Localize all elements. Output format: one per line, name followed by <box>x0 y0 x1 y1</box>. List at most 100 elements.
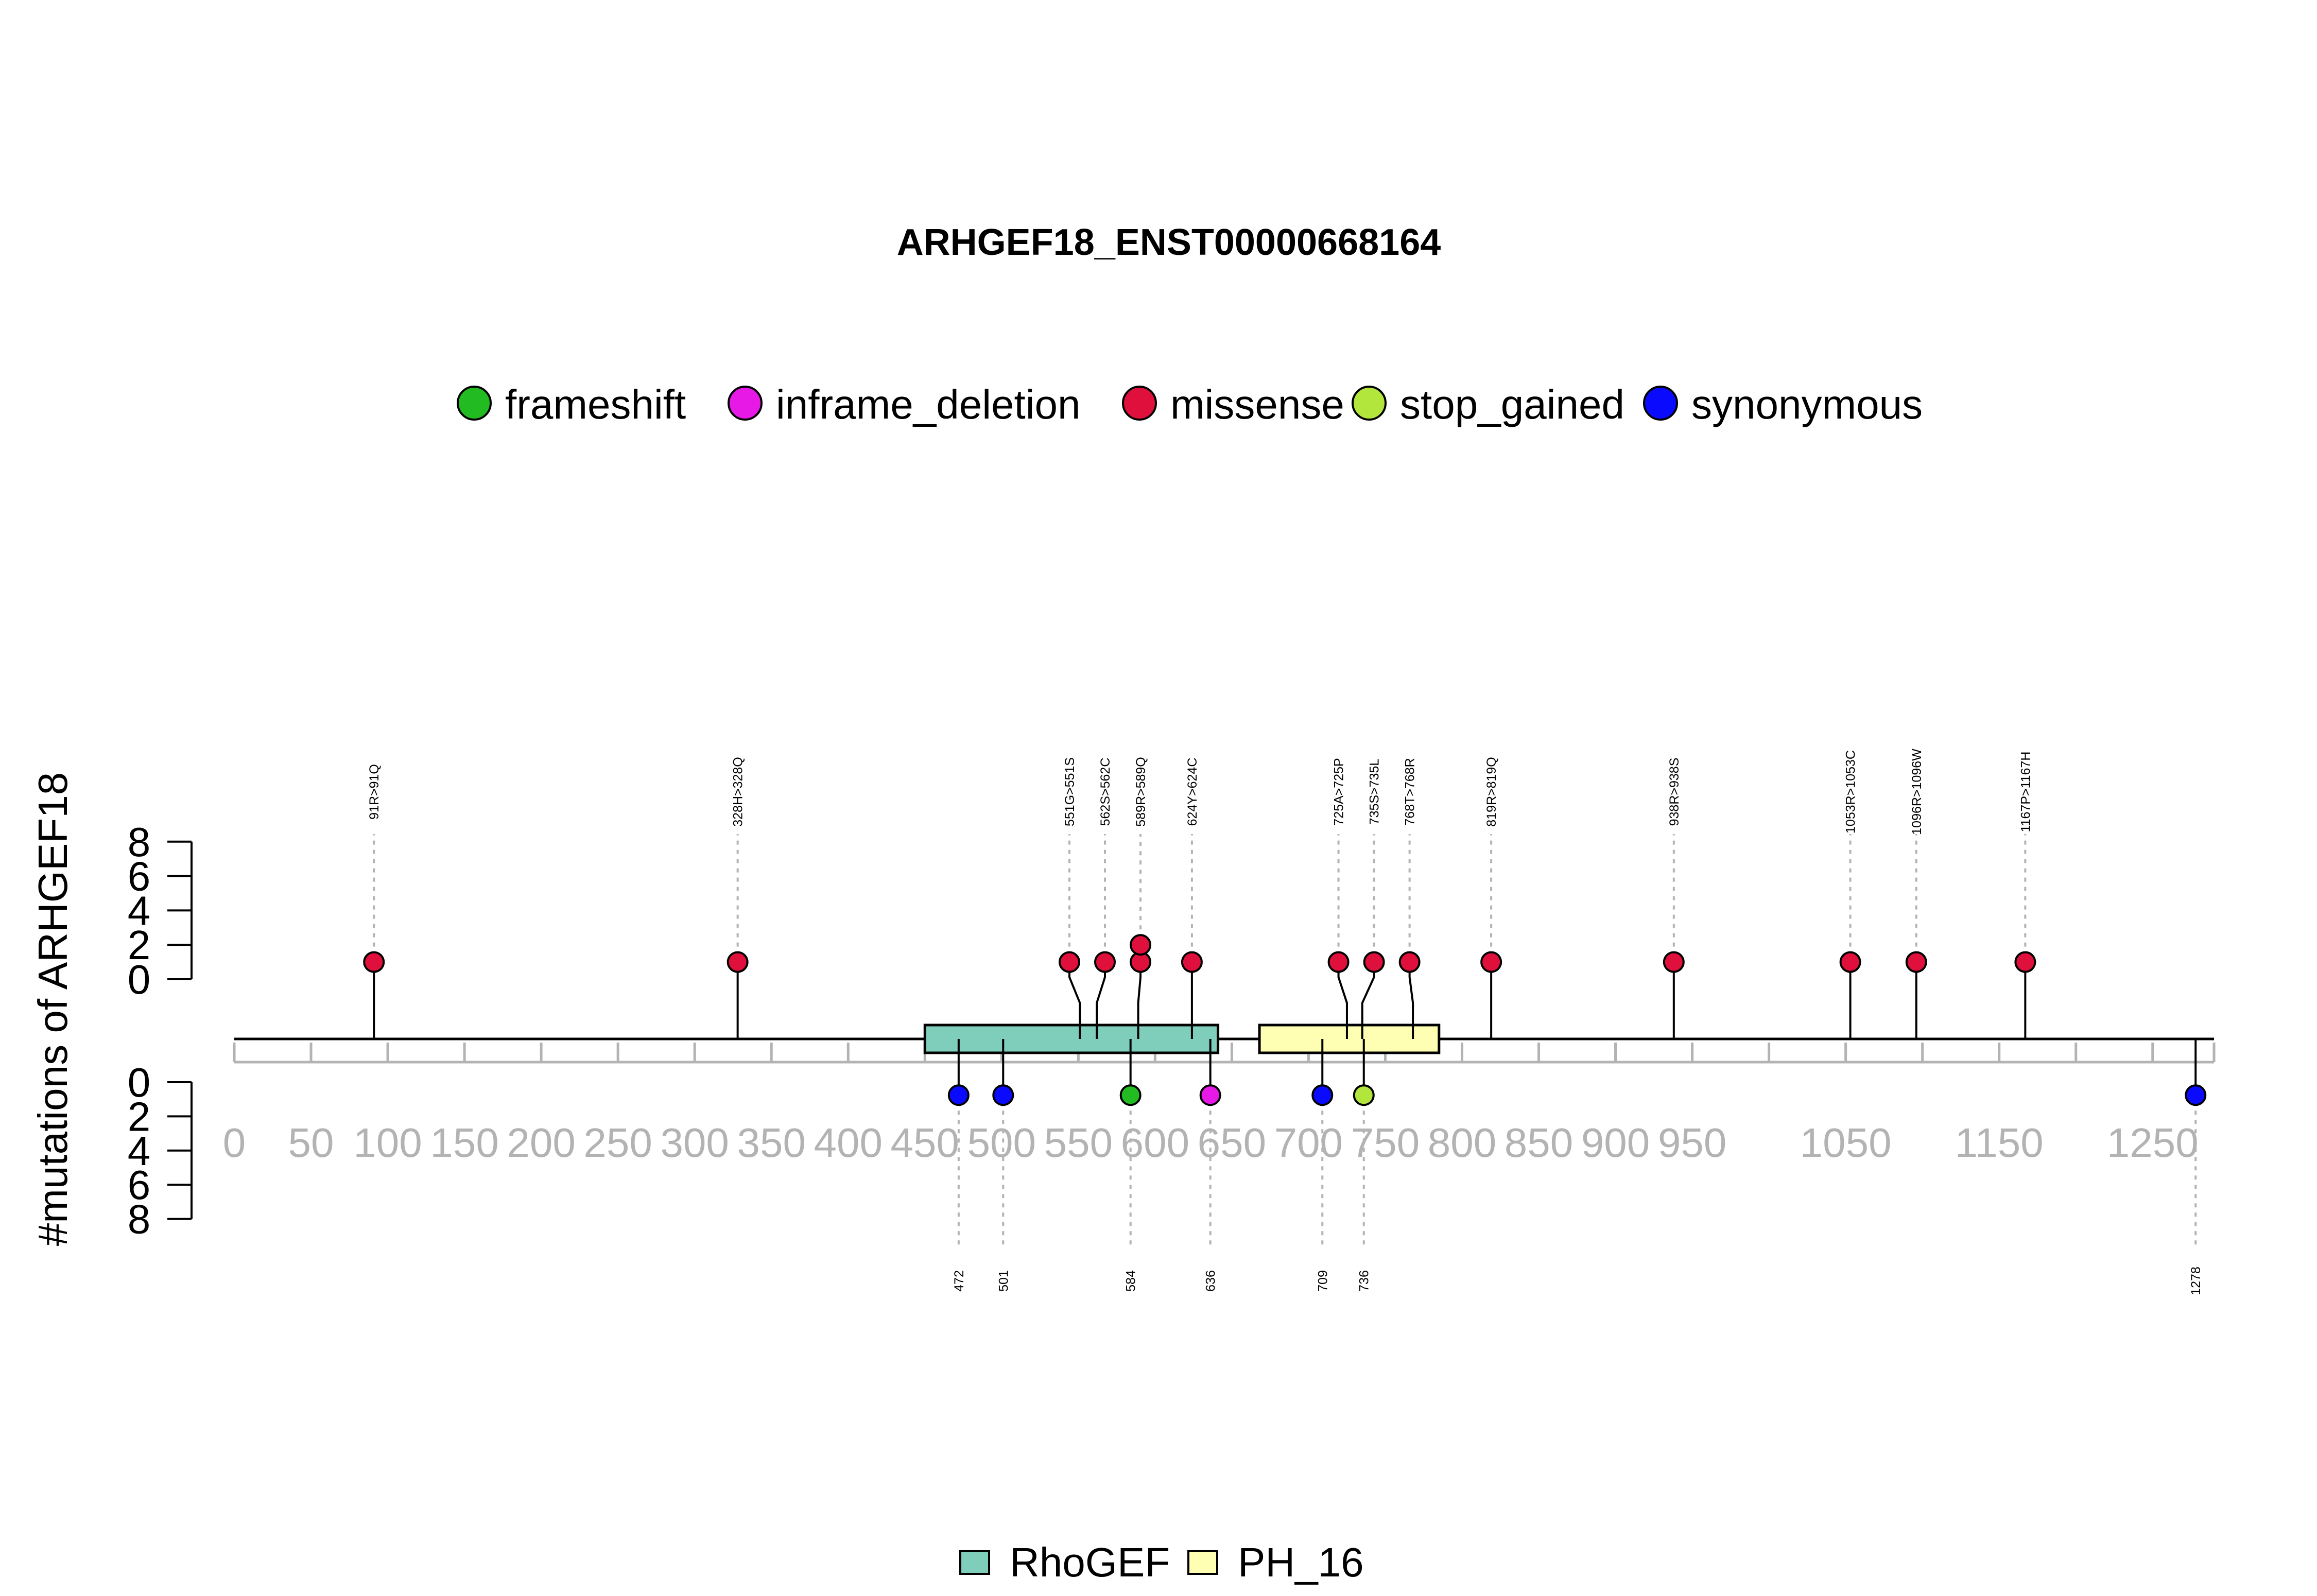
mutation-head-bottom-1278 <box>2185 1084 2207 1106</box>
legend-label-missense: missense <box>1170 381 1344 427</box>
mutation-head-562 <box>1094 951 1116 973</box>
x-tick-label: 1150 <box>1955 1120 2044 1166</box>
x-tick-label: 200 <box>507 1120 575 1166</box>
y-axis-bottom-tick-label: 8 <box>128 1196 151 1242</box>
mutation-head-819 <box>1480 951 1502 973</box>
legend-label-inframe_deletion: inframe_deletion <box>776 381 1080 427</box>
mutation-label-938: 938R>938S <box>1667 758 1682 826</box>
mutation-head-bottom-584 <box>1119 1084 1142 1106</box>
chart-title: ARHGEF18_ENST00000668164 <box>897 222 1441 263</box>
x-tick-label: 600 <box>1121 1120 1189 1166</box>
x-tick-label: 1050 <box>1800 1120 1892 1166</box>
mutation-head-1167 <box>2014 951 2036 973</box>
x-tick-label: 400 <box>814 1120 883 1166</box>
legend-marker-frameshift <box>457 386 492 421</box>
mutation-head-938 <box>1663 951 1685 973</box>
mutation-label-bottom-472: 472 <box>952 1270 966 1292</box>
mutation-label-bottom-709: 709 <box>1316 1270 1330 1292</box>
mutation-head-589 <box>1130 934 1152 956</box>
legend-marker-synonymous <box>1643 386 1678 421</box>
mutation-head-1053 <box>1839 951 1861 973</box>
y-axis-bottom-tick-label: 4 <box>128 1128 151 1174</box>
legend-marker-stop_gained <box>1352 386 1387 421</box>
x-tick-label: 550 <box>1044 1120 1113 1166</box>
legend-label-synonymous: synonymous <box>1691 381 1923 427</box>
mutation-label-bottom-636: 636 <box>1204 1270 1218 1292</box>
y-axis-label: #mutations of ARHGEF18 <box>30 772 76 1246</box>
mutation-label-735: 735S>735L <box>1368 759 1382 825</box>
x-tick-label: 1250 <box>2107 1120 2199 1166</box>
mutation-head-91 <box>363 951 385 973</box>
mutation-label-bottom-736: 736 <box>1357 1270 1372 1292</box>
y-axis-top-tick-label: 0 <box>128 957 151 1002</box>
x-tick-label: 350 <box>737 1120 805 1166</box>
mutation-label-1167: 1167P>1167H <box>2018 752 2033 832</box>
lollipop-heads <box>363 934 2207 1106</box>
legend-marker-inframe_deletion <box>728 386 763 421</box>
mutation-head-768 <box>1398 951 1421 973</box>
y-axis-bottom-tick-label: 0 <box>128 1060 151 1105</box>
mutation-head-bottom-501 <box>992 1084 1014 1106</box>
mutation-label-819: 819R>819Q <box>1484 757 1499 827</box>
domain-legend-label-PH_16: PH_16 <box>1238 1539 1364 1585</box>
x-tick-label: 250 <box>583 1120 652 1166</box>
mutation-label-bottom-501: 501 <box>996 1270 1011 1292</box>
mutation-head-328 <box>727 951 749 973</box>
x-tick-label: 850 <box>1505 1120 1573 1166</box>
domain-boxes <box>923 1023 1441 1054</box>
y-axis-top-tick-label: 8 <box>128 819 151 865</box>
x-tick-label: 100 <box>353 1120 422 1166</box>
x-tick-label: 300 <box>660 1120 729 1166</box>
mutation-type-legend: frameshift inframe_deletion missense stop_g… <box>457 381 1923 427</box>
domain-legend-label-RhoGEF: RhoGEF <box>1010 1539 1170 1585</box>
x-tick-label: 150 <box>430 1120 498 1166</box>
mutation-head-735 <box>1363 951 1385 973</box>
legend-marker-missense <box>1122 386 1157 421</box>
y-axis-top-tick-label: 4 <box>128 888 151 933</box>
mutation-head-1096 <box>1905 951 1927 973</box>
mutation-label-589: 589R>589Q <box>1134 757 1148 827</box>
mutation-label-768: 768T>768R <box>1403 758 1417 825</box>
mutation-label-551: 551G>551S <box>1063 757 1077 826</box>
legend-label-frameshift: frameshift <box>505 381 686 427</box>
x-tick-label: 0 <box>223 1120 246 1166</box>
x-tick-label: 900 <box>1581 1120 1650 1166</box>
x-tick-label: 450 <box>891 1120 959 1166</box>
x-tick-label: 500 <box>967 1120 1036 1166</box>
mutation-head-551 <box>1058 951 1080 973</box>
mutation-head-bottom-636 <box>1199 1084 1221 1106</box>
y-axis-bottom-tick-label: 6 <box>128 1162 151 1208</box>
x-tick-label: 800 <box>1428 1120 1496 1166</box>
mutation-label-91: 91R>91Q <box>367 764 382 820</box>
mutation-label-1096: 1096R>1096W <box>1910 749 1924 835</box>
y-axis-top-tick-label: 6 <box>128 854 151 899</box>
mutation-head-bottom-472 <box>947 1084 970 1106</box>
x-axis: 0 50 100 150 200 250 300 350 400 450 500 550 600 650 7… <box>223 1043 2216 1166</box>
x-tick-label: 750 <box>1351 1120 1420 1166</box>
mutation-label-562: 562S>562C <box>1098 758 1113 826</box>
mutation-labels: 91R>91Q 328H>328Q 551G>551S 562S>562C 589R>5… <box>367 749 2203 1295</box>
y-axis-bottom-tick-label: 2 <box>128 1094 151 1139</box>
mutation-label-bottom-584: 584 <box>1124 1270 1138 1292</box>
domain-legend-swatch-RhoGEF <box>959 1550 990 1575</box>
mutation-head-624 <box>1181 951 1203 973</box>
y-axis-top-tick-label: 2 <box>128 922 151 968</box>
mutation-label-725: 725A>725P <box>1332 758 1346 825</box>
mutation-label-1053: 1053R>1053C <box>1844 750 1858 834</box>
x-tick-label: 950 <box>1658 1120 1726 1166</box>
x-tick-label: 50 <box>288 1120 334 1166</box>
mutation-head-bottom-736 <box>1353 1084 1375 1106</box>
mutation-label-bottom-1278: 1278 <box>2189 1267 2203 1295</box>
domain-box-PH_16 <box>1258 1023 1441 1054</box>
mutation-label-328: 328H>328Q <box>731 757 746 827</box>
legend-label-stop_gained: stop_gained <box>1400 381 1624 427</box>
mutation-head-725 <box>1327 951 1350 973</box>
domain-legend-swatch-PH_16 <box>1187 1550 1218 1575</box>
mutation-label-624: 624Y>624C <box>1185 758 1200 826</box>
domain-box-RhoGEF <box>923 1023 1220 1054</box>
mutation-head-bottom-709 <box>1311 1084 1334 1106</box>
domain-legend: RhoGEF PH_16 <box>959 1539 1364 1585</box>
